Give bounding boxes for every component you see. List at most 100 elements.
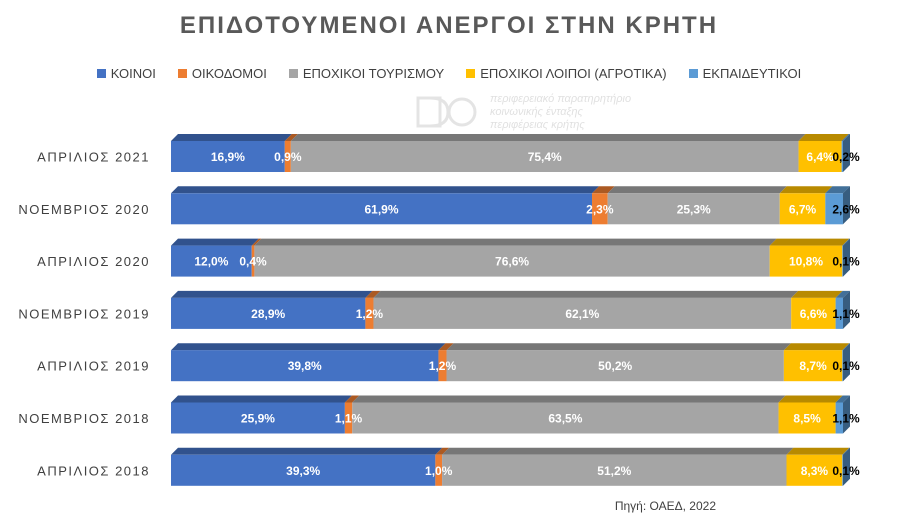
data-label: 1,1% — [832, 307, 860, 321]
data-label: 0,2% — [832, 150, 860, 164]
bar-segment — [842, 245, 843, 277]
legend-label: ΚΟΙΝΟΙ — [110, 66, 156, 81]
bar-top-face — [842, 447, 850, 455]
data-label: 28,9% — [251, 307, 285, 321]
legend-label: ΕΚΠΑΙΔΕΥΤΙΚΟΙ — [702, 66, 802, 81]
bar-side-face — [843, 290, 850, 329]
category-label: ΑΠΡΙΛΙΟΣ 2018 — [37, 463, 150, 478]
bar-segment — [841, 141, 843, 172]
bar-segment — [435, 454, 443, 486]
bar-side-face — [843, 134, 850, 172]
bar-segment — [171, 350, 439, 382]
data-label: 63,5% — [548, 412, 582, 426]
bar-segment — [835, 297, 843, 329]
data-label: 0,1% — [832, 464, 860, 478]
bar-top-face — [435, 447, 450, 455]
bar-top-face — [442, 447, 794, 455]
legend-item: ΕΠΟΧΙΚΟΙ ΤΟΥΡΙΣΜΟΥ — [288, 66, 445, 81]
data-label: 1,0% — [425, 464, 453, 478]
bar-segment — [791, 297, 836, 329]
bar-side-face — [843, 186, 850, 225]
bar-side-face — [843, 343, 850, 382]
bar-segment — [352, 402, 779, 434]
bar-segment — [171, 141, 285, 172]
category-label: ΝΟΕΜΒΡΙΟΣ 2020 — [18, 202, 150, 217]
data-label: 1,1% — [335, 412, 363, 426]
bar-top-face — [171, 238, 259, 246]
bar-top-face — [607, 186, 787, 194]
data-label: 25,3% — [677, 202, 711, 216]
bar-segment — [842, 350, 843, 382]
legend-item: ΟΙΚΟΔΟΜΟΙ — [177, 66, 267, 81]
watermark: περιφερειακό παρατηρητήριο κοινωνικής έν… — [416, 92, 631, 132]
bar-side-face — [843, 238, 850, 277]
legend-swatch — [96, 69, 106, 78]
bar-top-face — [352, 395, 786, 403]
bar-top-face — [284, 134, 298, 141]
data-label: 25,9% — [241, 412, 275, 426]
observatory-logo-icon — [416, 96, 477, 128]
bar-segment — [446, 350, 784, 382]
bar-top-face — [251, 238, 262, 246]
data-label: 6,6% — [800, 307, 828, 321]
bar-top-face — [791, 290, 843, 298]
legend-label: ΕΠΟΧΙΚΟΙ ΛΟΙΠΟΙ (ΑΓΡΟΤΙΚΑ) — [480, 66, 667, 81]
bar-top-face — [786, 447, 850, 455]
bar-top-face — [344, 395, 360, 403]
bar-top-face — [778, 395, 843, 403]
bar-segment — [592, 193, 608, 225]
bar-top-face — [842, 343, 850, 351]
data-label: 8,7% — [799, 359, 827, 373]
bar-segment — [365, 297, 374, 329]
bar-top-face — [171, 343, 446, 351]
bar-top-face — [446, 343, 791, 351]
bar-segment — [769, 245, 843, 277]
bar-top-face — [835, 395, 850, 403]
bar-top-face — [779, 186, 833, 194]
bar-top-face — [254, 238, 777, 246]
data-label: 0,4% — [239, 255, 267, 269]
bar-segment — [825, 193, 843, 225]
bar-segment — [171, 454, 436, 486]
bar-top-face — [835, 290, 850, 298]
legend-item: ΕΚΠΑΙΔΕΥΤΙΚΟΙ — [688, 66, 802, 81]
legend-swatch — [688, 69, 698, 78]
legend-item: ΚΟΙΝΟΙ — [96, 66, 156, 81]
bar-side-face — [843, 447, 850, 486]
legend-label: ΕΠΟΧΙΚΟΙ ΤΟΥΡΙΣΜΟΥ — [302, 66, 445, 81]
bar-segment — [373, 297, 792, 329]
source-note: Πηγή: ΟΑΕΔ, 2022 — [614, 499, 716, 513]
data-label: 62,1% — [565, 307, 599, 321]
data-label: 1,2% — [356, 307, 384, 321]
legend-swatch — [288, 69, 298, 78]
data-label: 1,2% — [429, 359, 457, 373]
bar-segment — [442, 454, 787, 486]
bar-side-face — [843, 395, 850, 434]
category-label: ΑΠΡΙΛΙΟΣ 2020 — [37, 254, 150, 269]
bar-top-face — [290, 134, 806, 141]
data-label: 12,0% — [194, 255, 228, 269]
data-label: 0,1% — [832, 255, 860, 269]
data-label: 0,1% — [832, 359, 860, 373]
data-label: 6,4% — [806, 150, 834, 164]
chart-legend: ΚΟΙΝΟΙ ΟΙΚΟΔΟΜΟΙ ΕΠΟΧΙΚΟΙ ΤΟΥΡΙΣΜΟΥ ΕΠΟΧΙΚΟ… — [0, 66, 898, 81]
legend-swatch — [466, 69, 476, 78]
data-label: 2,6% — [832, 202, 860, 216]
bar-segment — [835, 402, 843, 434]
bar-top-face — [842, 238, 850, 246]
data-label: 8,5% — [793, 412, 821, 426]
bar-segment — [779, 193, 826, 225]
legend-label: ΟΙΚΟΔΟΜΟΙ — [191, 66, 267, 81]
bar-segment — [251, 245, 255, 277]
bar-segment — [344, 402, 353, 434]
bar-segment — [778, 402, 836, 434]
bar-segment — [171, 297, 366, 329]
bar-segment — [786, 454, 843, 486]
bar-top-face — [171, 134, 292, 141]
watermark-line-2: κοινωνικής ένταξης — [490, 105, 583, 118]
bar-segment — [254, 245, 770, 277]
bar-segment — [171, 193, 593, 225]
data-label: 2,3% — [586, 202, 614, 216]
bar-top-face — [783, 343, 850, 351]
